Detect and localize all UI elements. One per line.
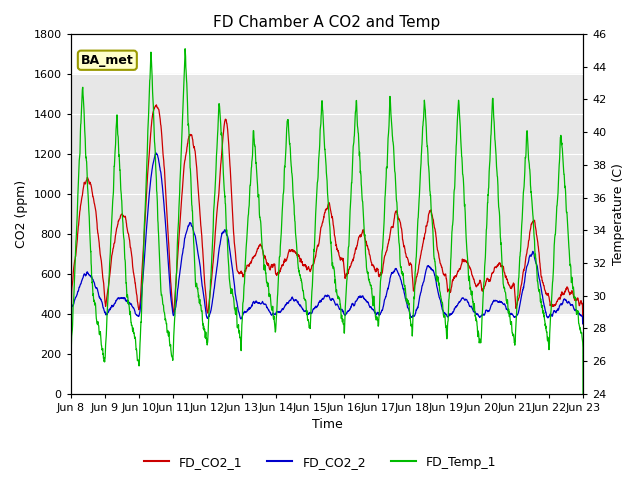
Title: FD Chamber A CO2 and Temp: FD Chamber A CO2 and Temp xyxy=(213,15,440,30)
Text: BA_met: BA_met xyxy=(81,54,134,67)
Legend: FD_CO2_1, FD_CO2_2, FD_Temp_1: FD_CO2_1, FD_CO2_2, FD_Temp_1 xyxy=(139,451,501,474)
X-axis label: Time: Time xyxy=(312,419,342,432)
Bar xyxy=(70,74,583,314)
Y-axis label: Temperature (C): Temperature (C) xyxy=(612,163,625,265)
Y-axis label: CO2 (ppm): CO2 (ppm) xyxy=(15,180,28,248)
